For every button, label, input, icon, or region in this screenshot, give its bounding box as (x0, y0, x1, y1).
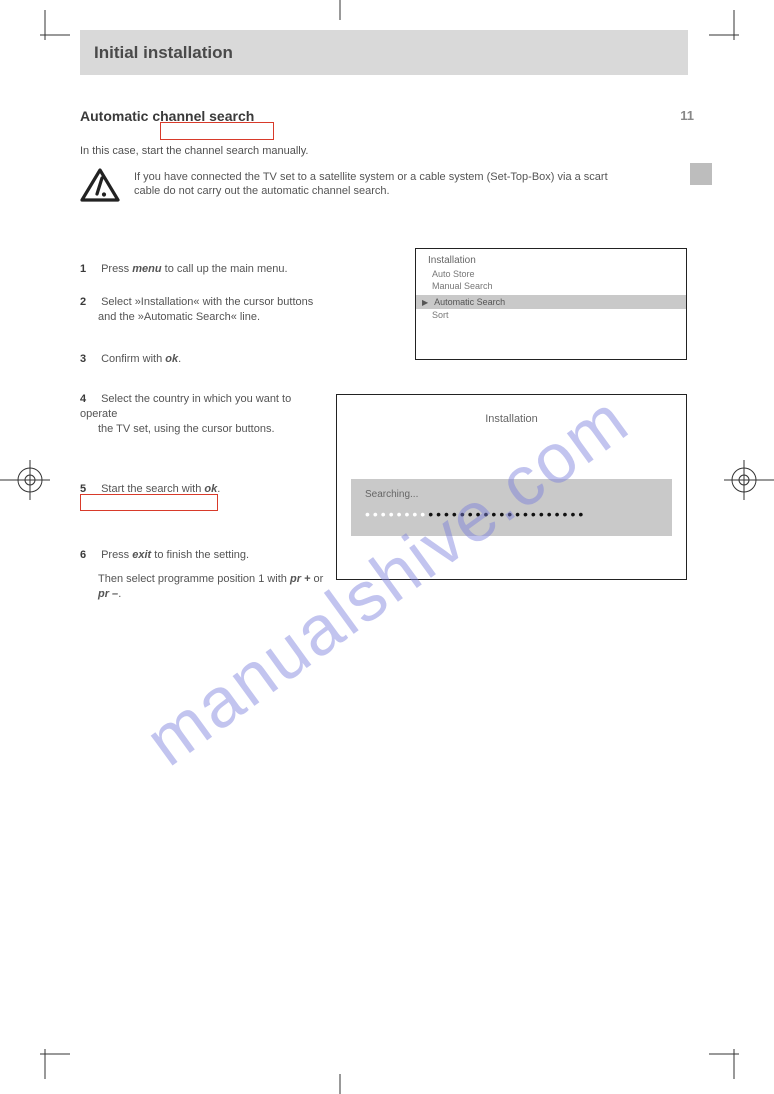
menu-button-label: menu (132, 263, 161, 275)
step-6-suffix: to finish the setting. (154, 549, 249, 561)
step-2-l1: Select »Installation« with the cursor bu… (101, 296, 313, 308)
screen1-line-0: Auto Store (416, 268, 686, 280)
step-1-suffix: to call up the main menu. (165, 263, 288, 275)
pr-minus-label: pr – (98, 588, 118, 600)
caution-line1: If you have connected the TV set to a sa… (134, 170, 674, 184)
crop-mark-tl (20, 10, 70, 60)
step-4-l2: the TV set, using the cursor buttons. (98, 423, 275, 435)
crop-mark-top (330, 0, 350, 24)
crop-mark-tr (709, 10, 759, 60)
crop-mark-bottom (330, 1070, 350, 1094)
screen1-highlight: ▶ Automatic Search (416, 295, 686, 309)
step-3-prefix: Confirm with (101, 353, 165, 365)
screen2-label: Searching... (365, 489, 658, 500)
step-6a-suffix: or (314, 573, 324, 585)
play-icon: ▶ (422, 298, 428, 307)
screen-search-progress: Installation Searching... ••••••••••••••… (336, 394, 687, 580)
screen-installation-menu: Installation Auto Store Manual Search ▶ … (415, 248, 687, 360)
screen2-title: Installation (351, 413, 672, 425)
progress-dots: •••••••••••••••••••••••••••• (365, 506, 658, 522)
step-6: 6 Press exit to finish the setting. (80, 548, 330, 563)
step-6a: Then select programme position 1 with (98, 573, 290, 585)
screen1-title: Installation (416, 249, 686, 268)
step-6-cont: Then select programme position 1 with pr… (98, 572, 328, 602)
crop-mark-br (709, 1029, 759, 1079)
step-2: 2 Select »Installation« with the cursor … (80, 295, 390, 325)
ok-button-label: ok (165, 353, 178, 365)
page-header-title: Initial installation (94, 43, 233, 63)
step-4: 4 Select the country in which you want t… (80, 392, 330, 437)
caution-icon (80, 168, 120, 204)
screen1-line-2: Sort (416, 309, 686, 321)
step-4-l1: Select the country in which you want to … (80, 393, 291, 420)
screen1-hl-label: Automatic Search (434, 297, 505, 307)
step-3: 3 Confirm with ok. (80, 352, 390, 367)
intro-line: In this case, start the channel search m… (80, 145, 308, 157)
step-6b-suffix: . (118, 588, 121, 600)
screen1-line-1: Manual Search (416, 280, 686, 292)
highlight-box-2 (80, 494, 218, 511)
page-header: Initial installation (80, 30, 688, 75)
side-tab (690, 163, 712, 185)
step-3-suffix: . (178, 353, 181, 365)
crop-mark-mr (714, 450, 774, 510)
step-1-prefix: Press (101, 263, 132, 275)
caution-line2: cable do not carry out the automatic cha… (134, 184, 674, 198)
crop-mark-ml (0, 450, 60, 510)
exit-button-label: exit (132, 549, 151, 561)
crop-mark-bl (20, 1029, 70, 1079)
step-1: 1 Press menu to call up the main menu. (80, 262, 390, 277)
pr-plus-label: pr + (290, 573, 310, 585)
step-2-l2: and the »Automatic Search« line. (98, 311, 260, 323)
page-number: 11 (680, 108, 694, 123)
step-6-prefix: Press (101, 549, 132, 561)
highlight-box-1 (160, 122, 274, 140)
